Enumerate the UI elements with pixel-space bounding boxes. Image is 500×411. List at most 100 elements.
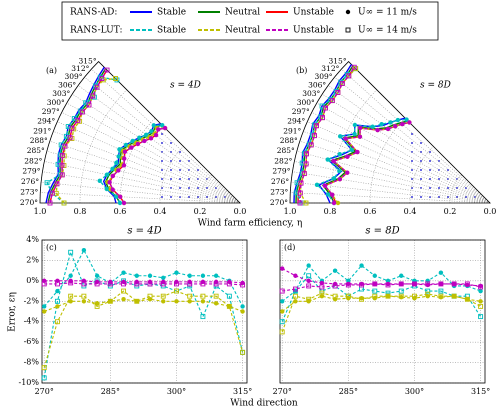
panel-label: (a) [46,66,57,75]
series-line [323,121,410,204]
grid-radial [44,161,241,204]
series-marker [385,293,391,299]
series-marker [404,117,409,122]
series-marker [407,120,412,125]
series-marker [174,270,179,275]
series-marker [335,90,341,95]
r-tick-label: 0.4 [154,207,167,216]
r-tick-label: 0.0 [234,207,247,216]
turbine [420,196,422,198]
line-x-label: Wind direction [230,399,298,409]
series-marker [388,120,393,125]
series-marker [121,297,126,302]
series-marker [395,117,401,123]
turbine [179,187,181,189]
series-marker [153,132,159,138]
series-marker [160,293,166,299]
series-marker [114,77,120,83]
r-tick-label: 0.8 [324,207,337,216]
series-marker [86,102,92,108]
series-marker [359,281,364,287]
series-marker [187,293,193,299]
grid-arc [119,117,156,204]
x-tick-label: 315° [233,387,252,396]
series-line [281,292,481,333]
series-marker [213,273,219,278]
series-marker [68,249,74,255]
turbine [411,178,413,180]
series-marker [67,135,73,141]
series-marker [399,281,404,287]
series-marker [425,288,431,294]
grid-radial [328,85,491,204]
series-marker [385,278,391,284]
theta-tick-label: 288° [280,136,298,145]
series-marker [142,138,147,144]
theta-tick-label: 285° [277,146,295,155]
series-marker [41,375,47,381]
theta-tick-label: 270° [20,198,38,207]
series-marker [81,248,87,253]
series-marker [464,296,470,302]
grid-radial [290,192,491,204]
series-marker [41,365,47,371]
turbine [188,187,190,189]
series-marker [117,200,123,206]
theta-tick-label: 291° [283,126,301,135]
grid-radial [49,140,241,204]
theta-tick-label: 312° [71,64,89,73]
theta-tick-label: 276° [21,177,39,186]
series-marker [465,297,470,302]
series-marker [42,304,47,309]
turbine [420,142,422,144]
series-line [106,127,166,204]
turbine [161,169,163,171]
series-marker [346,73,352,79]
x-tick-label: 315° [471,387,490,396]
legend-row-label: RANS-LUT: [70,26,122,36]
turbine [429,187,431,189]
series-marker [319,293,325,299]
legend-label: Unstable [293,26,334,36]
turbine [170,196,172,198]
series-marker [412,293,417,299]
series-marker [59,172,65,178]
series-marker [399,273,404,278]
grid-radial [307,121,491,204]
turbine [411,196,413,198]
series-marker [114,160,119,166]
series-marker [107,180,112,185]
turbine [420,160,422,162]
series-marker [320,115,325,121]
legend-label: Neutral [225,8,260,18]
series-marker [322,183,328,188]
series-marker [438,281,444,287]
turbine [179,160,181,162]
series-marker [346,278,351,284]
series-marker [81,281,87,287]
x-tick-label: 300° [405,387,424,396]
theta-tick-label: 279° [272,167,290,176]
series-marker [323,105,328,111]
turbine [456,196,458,198]
wedge-frame [39,61,241,204]
series-marker [478,283,483,289]
series-marker [226,281,232,287]
series-marker [357,125,363,131]
legend-box [61,1,439,41]
series-line [323,121,410,204]
series-marker [306,263,311,268]
series-marker [121,281,127,287]
y-tick-label: -6% [24,337,40,346]
series-line [44,280,243,284]
x-tick-label: 285° [101,387,120,396]
x-tick-label: 300° [167,387,186,396]
grid-radial [296,150,491,204]
series-marker [398,281,404,287]
line-y-label: Error, εη [8,292,18,332]
legend-marker [345,9,351,15]
series-marker [425,291,431,297]
turbine [188,178,190,180]
series-marker [398,293,404,299]
y-tick-label: 4% [26,235,39,244]
